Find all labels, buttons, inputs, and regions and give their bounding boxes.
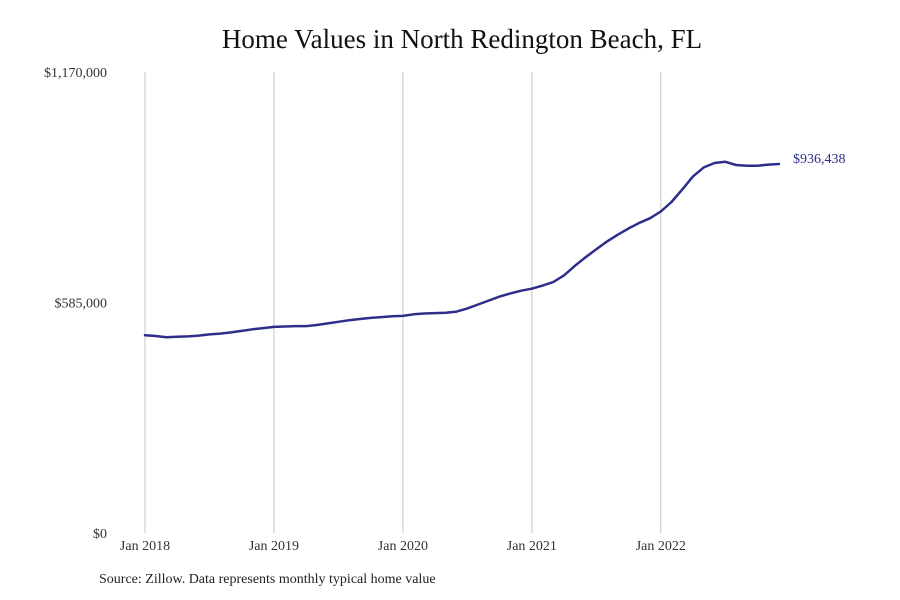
x-tick-label: Jan 2019 [249,539,299,554]
y-tick-label: $1,170,000 [44,66,107,81]
end-value-label: $936,438 [793,152,846,167]
series-line [143,160,781,339]
chart-title: Home Values in North Redington Beach, FL [221,24,703,54]
x-axis-tick-labels: Jan 2018 Jan 2019 Jan 2020 Jan 2021 Jan 2022 [120,539,686,554]
x-tick-label: Jan 2021 [507,539,557,554]
source-note: Source: Zillow. Data represents monthly … [99,572,436,587]
y-tick-label: $0 [93,527,107,542]
y-tick-label: $585,000 [55,297,108,312]
x-tick-label: Jan 2018 [120,539,170,554]
x-tick-label: Jan 2020 [378,539,428,554]
x-tick-label: Jan 2022 [636,539,686,554]
y-axis-tick-labels: $0 $585,000 $1,170,000 [44,66,107,542]
gridlines [144,72,662,533]
